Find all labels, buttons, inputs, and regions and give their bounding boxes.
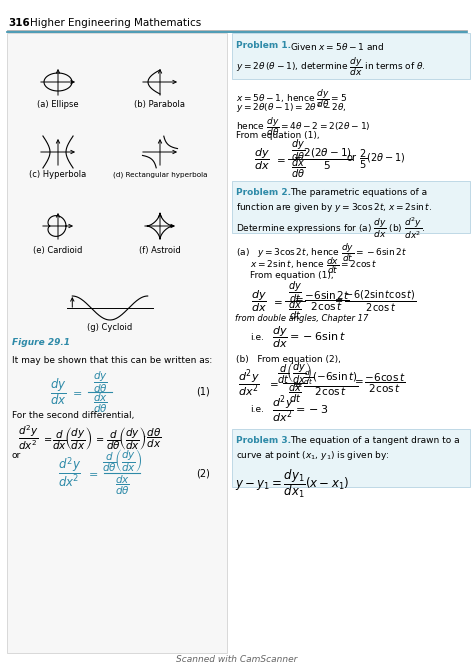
Text: $\dfrac{dx}{d\theta}$: $\dfrac{dx}{d\theta}$ xyxy=(92,391,108,415)
Text: $\dfrac{dy}{dx}=-6\sin t$: $\dfrac{dy}{dx}=-6\sin t$ xyxy=(272,324,346,350)
Text: $=$: $=$ xyxy=(43,433,54,443)
Text: $\dfrac{dx}{dt}$: $\dfrac{dx}{dt}$ xyxy=(288,298,302,322)
Text: function are given by $y=3\cos 2t$, $x=2\sin t$.: function are given by $y=3\cos 2t$, $x=2… xyxy=(236,201,432,214)
Text: $y-y_1=\dfrac{dy_1}{dx_1}(x-x_1)$: $y-y_1=\dfrac{dy_1}{dx_1}(x-x_1)$ xyxy=(235,467,349,500)
Text: 316: 316 xyxy=(8,18,30,28)
Text: $=$: $=$ xyxy=(274,154,286,164)
Text: $=$: $=$ xyxy=(271,296,283,306)
Text: $\dfrac{dy}{d\theta}$: $\dfrac{dy}{d\theta}$ xyxy=(92,369,108,395)
Text: $=\dfrac{-6(2\sin t\cos t)}{2\cos t}$: $=\dfrac{-6(2\sin t\cos t)}{2\cos t}$ xyxy=(333,289,417,314)
Text: $=\dfrac{\frac{d}{dt}(-6\sin t)}{2\cos t}$: $=\dfrac{\frac{d}{dt}(-6\sin t)}{2\cos t… xyxy=(291,368,359,398)
Text: $\dfrac{d^2y}{dx^2}=-3$: $\dfrac{d^2y}{dx^2}=-3$ xyxy=(272,393,328,425)
Text: $x=5\theta-1$, hence $\dfrac{dy}{d\theta}=5$: $x=5\theta-1$, hence $\dfrac{dy}{d\theta… xyxy=(236,87,347,110)
Text: (d) Rectangular hyperbola: (d) Rectangular hyperbola xyxy=(113,172,207,178)
Text: $\dfrac{dx}{dt}$: $\dfrac{dx}{dt}$ xyxy=(288,381,302,405)
Text: $\dfrac{dy}{dx}$: $\dfrac{dy}{dx}$ xyxy=(254,146,270,172)
Text: $\cdot\,\dfrac{d\theta}{dx}$: $\cdot\,\dfrac{d\theta}{dx}$ xyxy=(142,426,162,450)
Text: It may be shown that this can be written as:: It may be shown that this can be written… xyxy=(12,356,212,365)
Text: (g) Cycloid: (g) Cycloid xyxy=(87,323,133,332)
Text: Higher Engineering Mathematics: Higher Engineering Mathematics xyxy=(30,18,201,28)
Text: $\dfrac{dy}{d\theta}$: $\dfrac{dy}{d\theta}$ xyxy=(291,137,305,163)
Text: (e) Cardioid: (e) Cardioid xyxy=(33,246,82,255)
Text: Given $x=5\theta-1$ and: Given $x=5\theta-1$ and xyxy=(290,41,384,52)
Text: hence $\dfrac{dy}{d\theta}=4\theta-2=2(2\theta-1)$: hence $\dfrac{dy}{d\theta}=4\theta-2=2(2… xyxy=(236,115,371,138)
Text: $\dfrac{d}{d\theta}\!\left(\dfrac{dy}{dx}\right)$: $\dfrac{d}{d\theta}\!\left(\dfrac{dy}{dx… xyxy=(102,448,142,474)
Text: $\dfrac{dx}{d\theta}$: $\dfrac{dx}{d\theta}$ xyxy=(115,474,129,496)
Text: From equation (1),: From equation (1), xyxy=(250,271,334,280)
Text: (a) Ellipse: (a) Ellipse xyxy=(37,100,79,109)
Text: $=$: $=$ xyxy=(94,433,106,443)
Text: (f) Astroid: (f) Astroid xyxy=(139,246,181,255)
Text: (b)   From equation (2),: (b) From equation (2), xyxy=(236,355,341,364)
Text: The parametric equations of a: The parametric equations of a xyxy=(290,188,427,197)
Text: $\dfrac{d}{dx}\!\left(\dfrac{dy}{dx}\right)$: $\dfrac{d}{dx}\!\left(\dfrac{dy}{dx}\rig… xyxy=(52,425,92,452)
Text: or $\dfrac{2}{5}(2\theta-1)$: or $\dfrac{2}{5}(2\theta-1)$ xyxy=(346,147,406,171)
Text: $\dfrac{d}{dt}\!\left(\dfrac{dy}{dx}\right)$: $\dfrac{d}{dt}\!\left(\dfrac{dy}{dx}\rig… xyxy=(277,360,313,385)
Text: (a)   $y=3\cos 2t$, hence $\dfrac{dy}{dt}=-6\sin 2t$: (a) $y=3\cos 2t$, hence $\dfrac{dy}{dt}=… xyxy=(236,241,407,264)
Text: i.e.: i.e. xyxy=(250,332,264,342)
Text: Scanned with CamScanner: Scanned with CamScanner xyxy=(176,655,298,665)
Text: Problem 3.: Problem 3. xyxy=(236,436,291,445)
Text: $=\dfrac{2(2\theta-1)}{5}$: $=\dfrac{2(2\theta-1)}{5}$ xyxy=(291,146,353,172)
Text: Problem 1.: Problem 1. xyxy=(236,41,291,50)
Text: $\dfrac{dy}{dx}$: $\dfrac{dy}{dx}$ xyxy=(251,288,267,314)
FancyBboxPatch shape xyxy=(232,33,470,79)
Text: $=$: $=$ xyxy=(267,378,279,388)
Text: (c) Hyperbola: (c) Hyperbola xyxy=(29,170,87,179)
Text: $\dfrac{dy}{dx}$: $\dfrac{dy}{dx}$ xyxy=(50,377,66,407)
Text: $y=2\theta\,(\theta-1)$, determine $\dfrac{dy}{dx}$ in terms of $\theta$.: $y=2\theta\,(\theta-1)$, determine $\dfr… xyxy=(236,55,426,78)
FancyBboxPatch shape xyxy=(232,429,470,487)
Text: The equation of a tangent drawn to a: The equation of a tangent drawn to a xyxy=(290,436,460,445)
FancyBboxPatch shape xyxy=(7,33,227,653)
Text: $=\dfrac{-6\sin 2t}{2\cos t}$: $=\dfrac{-6\sin 2t}{2\cos t}$ xyxy=(292,289,350,313)
Text: $\dfrac{d}{d\theta}\!\left(\dfrac{dy}{dx}\right)$: $\dfrac{d}{d\theta}\!\left(\dfrac{dy}{dx… xyxy=(106,425,146,452)
FancyBboxPatch shape xyxy=(232,181,470,233)
Text: $x=2\sin t$, hence $\dfrac{dx}{dt}=2\cos t$: $x=2\sin t$, hence $\dfrac{dx}{dt}=2\cos… xyxy=(250,255,378,276)
Text: Figure 29.1: Figure 29.1 xyxy=(12,338,70,347)
Text: (1): (1) xyxy=(196,387,210,397)
Text: $\dfrac{d^2y}{dx^2}$: $\dfrac{d^2y}{dx^2}$ xyxy=(238,367,260,399)
Text: $\dfrac{dx}{d\theta}$: $\dfrac{dx}{d\theta}$ xyxy=(291,157,305,180)
Text: or: or xyxy=(12,451,21,460)
Text: From equation (1),: From equation (1), xyxy=(236,131,319,140)
Text: Problem 2.: Problem 2. xyxy=(236,188,291,197)
Text: $y=2\theta(\theta-1)=2\theta^2-2\theta,$: $y=2\theta(\theta-1)=2\theta^2-2\theta,$ xyxy=(236,101,346,115)
Text: i.e.: i.e. xyxy=(250,405,264,413)
Text: For the second differential,: For the second differential, xyxy=(12,411,134,420)
Text: Determine expressions for (a) $\dfrac{dy}{dx}$ (b) $\dfrac{d^2y}{dx^2}$.: Determine expressions for (a) $\dfrac{dy… xyxy=(236,215,425,241)
Text: $\dfrac{d^2y}{dx^2}$: $\dfrac{d^2y}{dx^2}$ xyxy=(58,456,82,490)
Text: $=\dfrac{-6\cos t}{2\cos t}$: $=\dfrac{-6\cos t}{2\cos t}$ xyxy=(352,371,406,395)
Text: (2): (2) xyxy=(196,468,210,478)
Text: from double angles, Chapter 17: from double angles, Chapter 17 xyxy=(235,314,369,323)
Text: $\dfrac{dy}{dt}$: $\dfrac{dy}{dt}$ xyxy=(288,279,302,305)
Text: (b) Parabola: (b) Parabola xyxy=(135,100,185,109)
Text: curve at point $(x_1,\,y_1)$ is given by:: curve at point $(x_1,\,y_1)$ is given by… xyxy=(236,449,390,462)
Text: $\dfrac{d^2y}{dx^2}$: $\dfrac{d^2y}{dx^2}$ xyxy=(18,423,38,452)
Text: $=$: $=$ xyxy=(86,468,98,478)
Text: $=$: $=$ xyxy=(70,387,82,397)
